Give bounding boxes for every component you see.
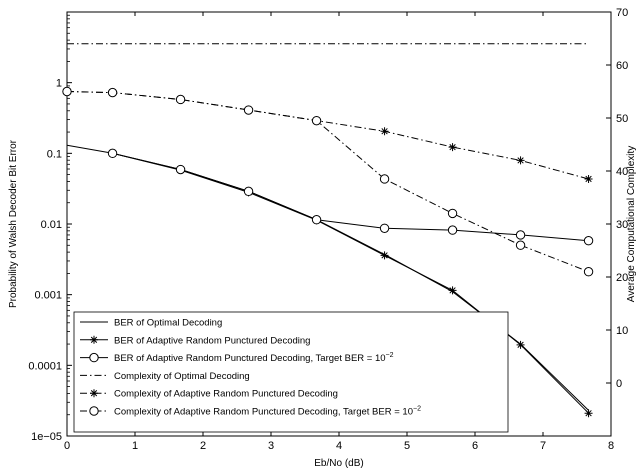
x-tick-label: 1	[132, 440, 138, 452]
x-axis-label: Eb/No (dB)	[314, 458, 363, 469]
legend-label-5: Complexity of Adaptive Random Punctured …	[114, 389, 338, 400]
x-tick-label: 4	[336, 440, 342, 452]
legend-label-2: BER of Adaptive Random Punctured Decodin…	[114, 335, 310, 346]
y-right-tick-label: 70	[616, 7, 628, 19]
series-3-point	[583, 236, 594, 246]
series-5-point	[380, 127, 389, 136]
series-3-line	[112, 152, 589, 242]
right-y-axis-label: Average Computational Complexity	[626, 146, 637, 303]
series-6-point	[583, 267, 594, 277]
series-2-point	[516, 340, 525, 349]
y-right-tick-label: 0	[616, 378, 622, 390]
legend-label-3: BER of Adaptive Random Punctured Decodin…	[114, 352, 394, 364]
y-right-tick-label: 60	[616, 60, 628, 72]
x-tick-label: 0	[64, 440, 70, 452]
series-5-line	[66, 91, 589, 180]
y-left-tick-label: 0.0001	[28, 360, 62, 372]
series-6-point	[243, 105, 254, 115]
y-left-tick-label: 0.01	[41, 219, 62, 231]
legend-label-4: Complexity of Optimal Decoding	[114, 371, 250, 382]
series-3	[107, 148, 594, 246]
series-3-point	[379, 223, 390, 233]
y-left-tick-label: 1e−05	[31, 431, 62, 443]
x-axis: 0 1 2 3 4 5 6 7 8	[64, 12, 614, 452]
series-6-point	[175, 94, 186, 105]
series-6-point	[311, 115, 322, 126]
series-layer	[62, 43, 594, 418]
x-tick-label: 5	[404, 440, 410, 452]
legend-marker-3	[89, 352, 99, 363]
y-right-tick-label: 10	[616, 325, 628, 337]
left-y-axis-label: Probability of Walsh Decoder Bit Error	[8, 139, 19, 308]
x-tick-label: 6	[472, 440, 478, 452]
series-2-point	[448, 286, 457, 295]
legend-marker-5	[90, 389, 98, 398]
y-left-tick-label: 0.1	[47, 148, 62, 160]
series-3-point	[243, 186, 254, 197]
x-tick-label: 3	[268, 440, 274, 452]
legend-box	[73, 311, 509, 433]
series-2-point	[584, 409, 593, 418]
series-3-point	[107, 148, 118, 159]
legend-label-1: BER of Optimal Decoding	[114, 318, 222, 329]
legend-marker-6	[89, 406, 99, 416]
series-2-line	[112, 152, 589, 414]
series-6-point	[62, 86, 72, 97]
series-3-point	[515, 230, 526, 240]
x-tick-label: 7	[540, 440, 546, 452]
series-5-point	[448, 143, 457, 152]
series-6-point	[447, 208, 458, 219]
series-3-point	[447, 225, 458, 235]
y-right-tick-label: 40	[616, 166, 628, 178]
series-5	[63, 87, 593, 183]
y-right-tick-label: 50	[616, 113, 628, 125]
series-6-point	[515, 240, 526, 250]
y-right-tick-label: 20	[616, 272, 628, 284]
x-tick-label: 8	[608, 440, 614, 452]
y-left-tick-label: 0.001	[34, 290, 62, 302]
series-5-point	[516, 156, 525, 165]
series-3-point	[311, 215, 322, 225]
y-left-tick-label: 1	[56, 78, 62, 90]
x-tick-label: 2	[200, 440, 206, 452]
left-y-axis: 1e−05 0.0001 0.001 0.01 0.1 1	[28, 11, 72, 443]
legend: BER of Optimal Decoding BER of Adaptive R…	[73, 311, 509, 433]
series-5-point	[584, 174, 593, 183]
y-right-tick-label: 30	[616, 219, 628, 231]
series-6-line	[66, 91, 589, 273]
legend-marker-2	[90, 335, 98, 344]
series-6-point	[107, 87, 118, 98]
series-6	[62, 86, 594, 277]
legend-label-6: Complexity of Adaptive Random Punctured …	[114, 406, 421, 418]
series-3-point	[175, 164, 186, 175]
series-2-point	[380, 251, 389, 260]
right-y-axis: 0 10 20 30 40 50 60 70	[606, 7, 628, 390]
series-6-point	[379, 174, 390, 184]
